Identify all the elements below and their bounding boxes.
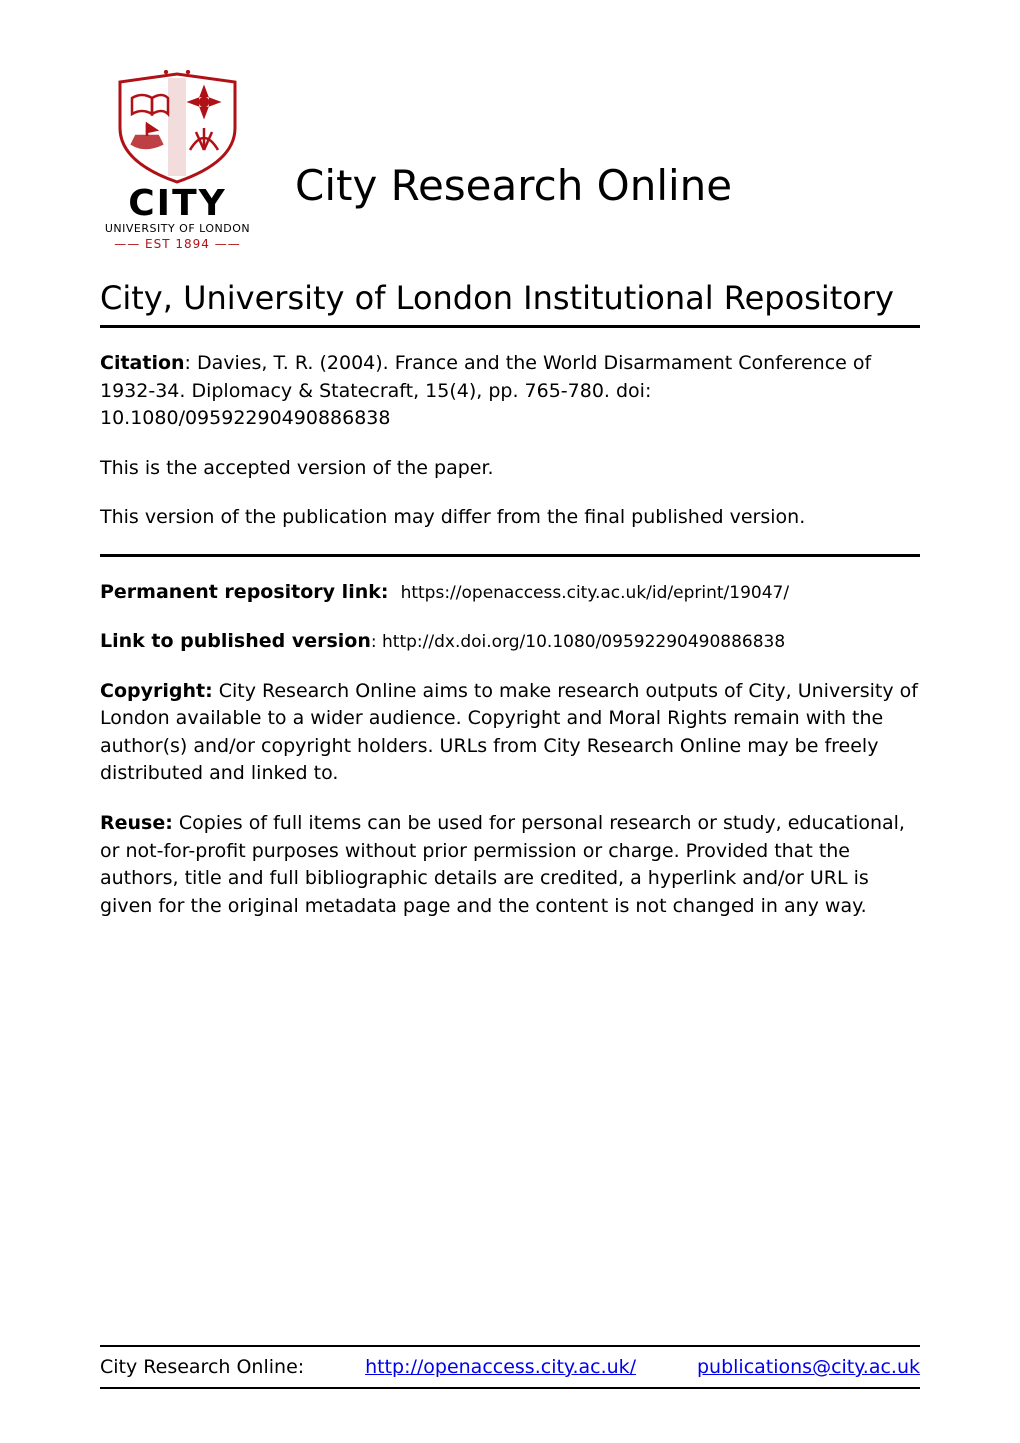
published-link-url: : http://dx.doi.org/10.1080/095922904908… bbox=[371, 632, 785, 652]
logo-est: —— EST 1894 —— bbox=[100, 237, 255, 251]
logo-est-dash: —— bbox=[215, 237, 241, 251]
published-link-label: Link to published version bbox=[100, 630, 371, 652]
reuse-text: Copies of full items can be used for per… bbox=[100, 812, 905, 917]
citation-block: Citation: Davies, T. R. (2004). France a… bbox=[100, 350, 920, 433]
footer-label: City Research Online: bbox=[100, 1356, 304, 1378]
logo-est-dash: —— bbox=[114, 237, 140, 251]
footer-openaccess-link[interactable]: http://openaccess.city.ac.uk/ bbox=[365, 1356, 636, 1378]
header: CITY UNIVERSITY OF LONDON —— EST 1894 ——… bbox=[100, 70, 920, 251]
institution-logo: CITY UNIVERSITY OF LONDON —— EST 1894 —— bbox=[100, 70, 255, 251]
divider bbox=[100, 325, 920, 328]
citation-text: : Davies, T. R. (2004). France and the W… bbox=[100, 352, 871, 429]
repo-link-block: Permanent repository link: https://opena… bbox=[100, 579, 920, 607]
copyright-block: Copyright: City Research Online aims to … bbox=[100, 678, 920, 788]
reuse-label: Reuse: bbox=[100, 812, 173, 834]
reuse-block: Reuse: Copies of full items can be used … bbox=[100, 810, 920, 920]
page-title: City Research Online bbox=[295, 111, 920, 210]
logo-subname: UNIVERSITY OF LONDON bbox=[100, 222, 255, 235]
repository-subtitle: City, University of London Institutional… bbox=[100, 279, 920, 317]
accepted-version-line: This is the accepted version of the pape… bbox=[100, 455, 920, 483]
copyright-label: Copyright: bbox=[100, 680, 213, 702]
divider bbox=[100, 554, 920, 557]
version-differ-line: This version of the publication may diff… bbox=[100, 504, 920, 532]
footer-email-link[interactable]: publications@city.ac.uk bbox=[697, 1356, 920, 1378]
published-link-block: Link to published version: http://dx.doi… bbox=[100, 628, 920, 656]
footer-divider bbox=[100, 1387, 920, 1389]
footer: City Research Online: http://openaccess.… bbox=[100, 1345, 920, 1389]
repo-link-url: https://openaccess.city.ac.uk/id/eprint/… bbox=[401, 583, 790, 603]
shield-icon bbox=[110, 70, 245, 185]
copyright-text: City Research Online aims to make resear… bbox=[100, 680, 918, 785]
citation-label: Citation bbox=[100, 352, 185, 374]
repo-link-label: Permanent repository link: bbox=[100, 581, 388, 603]
logo-name: CITY bbox=[100, 183, 255, 224]
